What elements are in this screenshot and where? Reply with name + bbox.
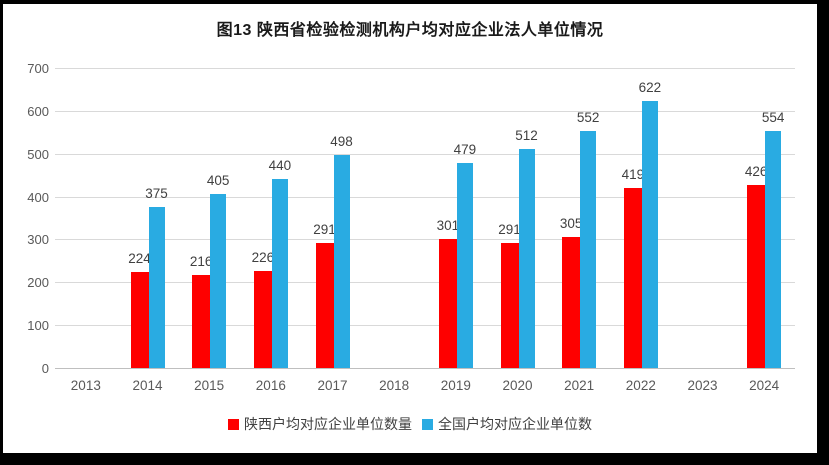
bar-value-label-2019: 479 [453,141,477,157]
bar-value-label-2019: 301 [436,218,460,233]
gridline-y-700 [55,68,795,69]
x-axis-tick-label-2021: 2021 [564,378,595,393]
bar-shaanxi-2020 [500,243,519,368]
bar-value-label-2017: 498 [330,133,353,149]
gridline-y-200 [55,282,795,284]
bar-shaanxi-2022 [623,188,642,368]
bar-national-2017 [333,154,350,368]
x-axis-tick-label-2020: 2020 [502,378,533,393]
bar-group-2016: 226 440 [252,68,291,368]
x-axis-tick-label-2014: 2014 [132,378,163,393]
bar-group-2021: 305 552 [560,68,599,368]
bar-shaanxi-2016 [253,271,272,368]
bar-group-2017: 291 498 [313,68,353,368]
gridline-y-0 [55,368,795,369]
bar-value-label-2014: 375 [145,186,168,202]
bar-national-2015 [210,194,227,368]
x-axis-tick-label-2018: 2018 [379,378,410,393]
bar-value-label-2016: 226 [251,250,275,266]
gridline-y-100 [55,325,795,327]
x-axis-tick-label-2022: 2022 [625,378,656,393]
gridline-y-300 [55,239,795,241]
x-axis-tick-label-2013: 2013 [70,378,101,393]
bar-shaanxi-2014 [130,272,149,368]
bar-value-label-2021: 305 [559,216,583,232]
bar-value-label-2016: 440 [268,158,292,174]
bar-value-label-2022: 419 [621,167,645,183]
x-axis-tick-label-2024: 2024 [749,378,780,393]
bar-group-2018 [377,68,411,368]
bar-group-2020: 291 512 [498,68,538,368]
bar-value-label-2015: 216 [189,254,213,270]
bar-group-2014: 224 375 [128,68,168,368]
gridline-y-500 [55,153,795,155]
bar-national-2016 [271,179,288,368]
bar-national-2022 [641,101,658,368]
bar-shaanxi-2024 [747,185,766,368]
bar-value-label-2021: 552 [576,110,600,126]
legend-label: 全国户均对应企业单位数 [438,416,592,432]
legend-swatch-red-icon [228,418,239,430]
gridline-y-400 [55,196,795,198]
bar-shaanxi-2015 [192,275,211,368]
legend-item-national: 全国户均对应企业单位数 [422,414,592,434]
legend-item-shaanxi: 陕西户均对应企业单位数量 [228,414,412,434]
bar-value-label-2015: 405 [206,173,230,189]
bar-shaanxi-2021 [562,237,581,368]
x-axis-tick-label-2017: 2017 [317,378,348,393]
y-axis-tick-label: 700 [27,61,49,76]
bar-national-2014 [148,207,165,368]
x-axis-tick-label-2016: 2016 [255,378,286,393]
bar-group-2015: 216 405 [190,68,229,368]
x-axis-tick-label-2023: 2023 [687,378,718,393]
legend-label: 陕西户均对应企业单位数量 [244,416,412,432]
x-axis-tick-label-2015: 2015 [194,378,225,393]
bar-value-label-2020: 291 [498,222,521,238]
bar-value-label-2024: 426 [744,164,768,180]
bar-shaanxi-2019 [438,239,457,368]
y-axis-tick-label: 500 [27,146,49,162]
bar-shaanxi-2017 [315,243,334,368]
x-axis-tick-label-2019: 2019 [440,378,471,393]
bar-national-2024 [765,130,782,368]
plot-area: 224 375 216 405 226 440 291 498 301 479 291 512 305 5… [55,68,795,369]
bar-national-2020 [518,148,535,368]
y-axis-tick-label: 300 [27,232,49,248]
y-axis-tick-label: 100 [27,318,49,334]
bar-group-2019: 301 479 [437,68,476,368]
bar-value-label-2017: 291 [313,222,336,238]
legend-swatch-blue-icon [422,418,433,430]
gridline-y-600 [55,110,795,112]
bar-value-label-2024: 554 [761,109,785,125]
bar-group-2022: 419 622 [622,68,661,368]
y-axis-tick-label: 200 [27,275,49,291]
bar-group-2023 [686,68,720,368]
bar-value-label-2014: 224 [128,251,151,266]
legend: 陕西户均对应企业单位数量 全国户均对应企业单位数 [3,414,817,434]
y-axis-tick-label: 600 [27,103,49,119]
chart-title: 图13 陕西省检验检测机构户均对应企业法人单位情况 [216,22,604,39]
bar-group-2024: 426 554 [745,68,784,368]
y-axis-tick-label: 0 [41,361,49,376]
bar-national-2021 [580,131,597,368]
bar-national-2019 [456,162,473,368]
bar-value-label-2022: 622 [638,80,662,96]
bar-group-2013 [69,68,103,368]
y-axis-tick-label: 400 [27,189,49,205]
bar-value-label-2020: 512 [515,127,538,143]
